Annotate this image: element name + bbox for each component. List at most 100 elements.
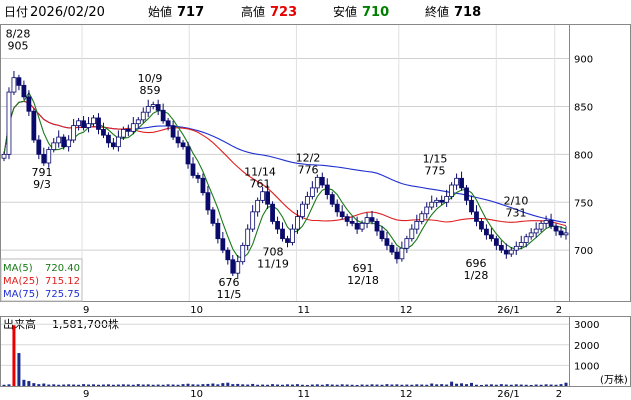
candle-body — [200, 177, 206, 194]
volume-unit: (万株) — [600, 373, 628, 386]
volume-bar — [261, 384, 265, 386]
volume-bar — [206, 383, 210, 386]
volume-bar — [201, 384, 205, 386]
volume-date-tick-label: 10 — [190, 389, 203, 400]
volume-tick-label: 3000 — [574, 320, 599, 331]
volume-bar — [77, 384, 81, 386]
price-tick-label: 750 — [574, 198, 593, 209]
volume-bar — [340, 384, 344, 386]
volume-bar — [121, 384, 125, 386]
candle-body — [469, 199, 474, 213]
volume-bar — [17, 353, 21, 386]
volume-bar — [519, 384, 523, 386]
volume-bar — [32, 383, 36, 386]
candle-body — [384, 238, 390, 246]
volume-bar — [111, 384, 115, 386]
volume-bar — [405, 384, 409, 386]
annotation-value: 859 — [140, 84, 161, 97]
annotation-value: 676 — [219, 276, 240, 289]
volume-bar — [494, 384, 498, 386]
volume-bar — [524, 384, 528, 386]
volume-date-tick-label: 26/1 — [497, 389, 519, 400]
volume-bar — [450, 381, 454, 386]
candlesticks — [1, 70, 569, 278]
candle-body — [76, 120, 82, 127]
volume-bar — [126, 384, 130, 386]
volume-bar — [236, 383, 240, 386]
volume-bar — [87, 384, 91, 386]
legend-name: MA(25) — [3, 276, 39, 287]
candle-body — [81, 120, 86, 128]
volume-bar — [246, 384, 250, 386]
open-value: 717 — [177, 5, 204, 20]
candle-body — [488, 234, 494, 240]
volume-bar — [2, 384, 6, 386]
candle-body — [424, 206, 430, 215]
candle-body — [240, 244, 246, 263]
volume-bar — [315, 384, 319, 386]
candle-body — [399, 247, 405, 260]
low-label: 安値 — [333, 4, 357, 19]
candle-body — [304, 196, 310, 205]
candle-body — [195, 175, 201, 179]
annotation-date: 12/2 — [296, 151, 321, 164]
candle-body — [324, 184, 330, 195]
volume-bar — [290, 384, 294, 386]
candle-body — [16, 77, 22, 86]
volume-tick-label: 2000 — [574, 341, 599, 352]
candle-body — [260, 191, 266, 201]
volume-bar — [415, 384, 419, 386]
volume-bar — [196, 384, 200, 386]
candle-body — [150, 104, 156, 107]
candle-body — [215, 222, 221, 240]
candle-body — [563, 232, 569, 236]
candle-body — [235, 261, 241, 274]
volume-bar — [400, 384, 404, 386]
candle-body — [275, 221, 280, 230]
volume-bar — [191, 384, 195, 386]
date-value: 2026/02/20 — [30, 5, 105, 20]
volume-bar — [375, 384, 379, 386]
candle-body — [394, 251, 400, 260]
volume-bar — [479, 384, 483, 386]
candle-body — [369, 217, 375, 222]
annotation-value: 761 — [250, 178, 271, 191]
candle-body — [419, 213, 425, 222]
volume-bar — [320, 384, 324, 386]
volume-bar — [101, 384, 105, 386]
price-tick-label: 850 — [574, 102, 593, 113]
volume-bar — [186, 383, 190, 386]
volume-bar — [420, 384, 424, 386]
candle-body — [334, 203, 340, 213]
candle-body — [51, 142, 57, 150]
candle-body — [1, 153, 7, 159]
price-axis-labels: 700 750 800 850 900 — [574, 55, 593, 258]
volume-bar — [146, 384, 150, 386]
close-label: 終値 — [425, 4, 449, 19]
candle-body — [125, 129, 131, 132]
volume-bar — [57, 384, 61, 386]
volume-bar — [27, 381, 31, 386]
candle-body — [439, 199, 445, 203]
volume-bar — [37, 384, 41, 386]
candle-body — [533, 228, 539, 234]
candle-body — [449, 184, 455, 197]
volume-bar — [310, 384, 314, 386]
annotation-date: 9/3 — [33, 178, 51, 191]
date-axis-labels: 9 10 11 12 26/1 2 — [83, 305, 562, 316]
volume-bar — [92, 384, 96, 386]
volume-bar — [161, 384, 165, 386]
volume-bar — [221, 383, 225, 386]
candle-body — [255, 199, 261, 213]
candle-body — [389, 244, 395, 253]
volume-bar — [271, 384, 275, 386]
candle-body — [528, 232, 534, 238]
volume-axis-labels: 1000 2000 3000 — [574, 320, 599, 372]
candle-body — [464, 187, 469, 201]
volume-bar — [166, 384, 170, 386]
candle-body — [61, 136, 67, 148]
volume-bar — [72, 384, 76, 386]
candle-body — [553, 225, 559, 232]
volume-bar — [171, 384, 175, 386]
legend-background — [0, 258, 83, 302]
